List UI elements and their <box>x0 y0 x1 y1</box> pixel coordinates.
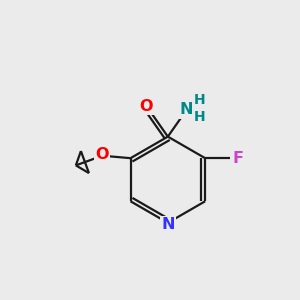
Text: O: O <box>96 147 109 162</box>
Text: H: H <box>193 93 205 107</box>
Text: O: O <box>140 99 153 114</box>
Text: H: H <box>193 110 205 124</box>
Text: N: N <box>161 217 175 232</box>
Text: N: N <box>180 102 193 117</box>
Text: F: F <box>232 151 243 166</box>
